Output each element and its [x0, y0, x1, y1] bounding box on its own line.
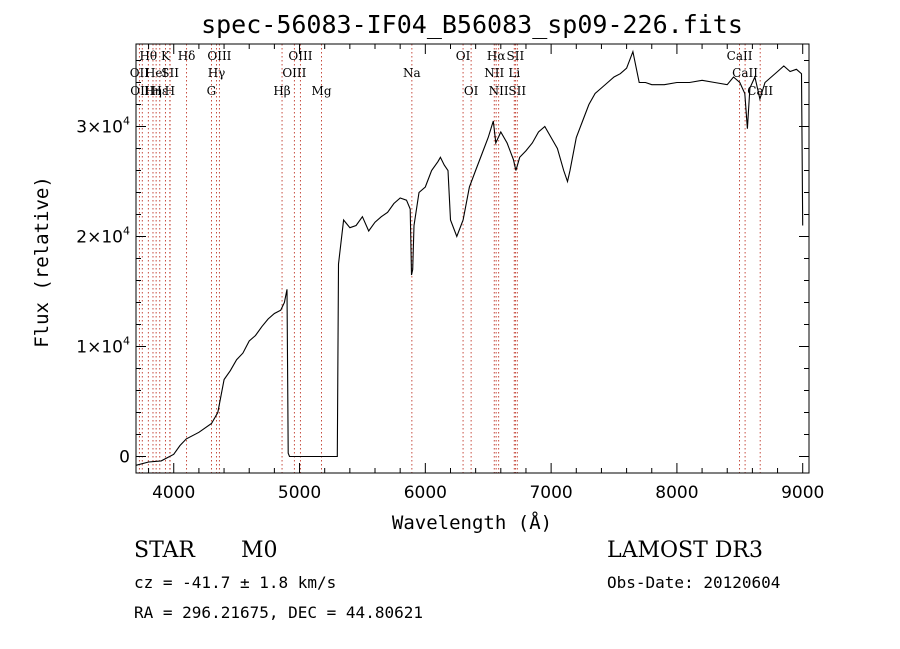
spectral-line-label: HeI: [145, 66, 168, 80]
y-axis-label: Flux (relative): [31, 176, 53, 348]
spectral-line-label: NII: [484, 66, 504, 80]
y-tick-mantissa: 1×10: [76, 338, 123, 358]
spectral-line-label: K: [161, 49, 171, 63]
spectral-line-label: OII: [130, 66, 150, 80]
spectral-line-label: SII: [507, 49, 525, 63]
survey-name: LAMOST DR3: [607, 538, 763, 563]
x-axis-label: Wavelength (Å): [392, 511, 552, 534]
y-tick-exponent: 4: [123, 335, 130, 348]
spectral-line-label: H: [165, 84, 175, 98]
spectral-line-label: Hε: [151, 84, 168, 98]
spectral-line-label: CaII: [747, 84, 773, 98]
coordinates: RA = 296.21675, DEC = 44.80621: [134, 603, 423, 622]
spectral-line-labels: OIIOIIIHθHηHeIHεKHSIIHδGHγOIIIHβOIIIOIII…: [130, 49, 774, 98]
redshift-velocity: cz = -41.7 ± 1.8 km/s: [134, 573, 337, 592]
spectral-line-label: CaII: [732, 66, 758, 80]
spectral-line-label: OIII: [288, 49, 312, 63]
spectral-line-label: SII: [161, 66, 179, 80]
object-subclass: M0: [241, 538, 278, 563]
y-tick-label: 0: [119, 448, 130, 468]
y-tick-label: 2×104: [76, 225, 130, 248]
spectral-line-label: NII: [489, 84, 509, 98]
spectral-line-label: Hγ: [208, 66, 226, 80]
spectral-line-label: Hα: [487, 49, 506, 63]
y-tick-label: 1×104: [76, 335, 130, 358]
y-tick-mantissa: 0: [119, 448, 130, 468]
x-tick-label: 7000: [529, 483, 572, 503]
spectral-line-label: Hδ: [178, 49, 196, 63]
spectral-line-label: G: [207, 84, 217, 98]
y-tick-mantissa: 2×10: [76, 228, 123, 248]
spectral-line-label: Hβ: [273, 84, 290, 98]
x-tick-label: 6000: [404, 483, 447, 503]
x-tick-label: 9000: [781, 483, 824, 503]
spectral-line-label: Hη: [144, 84, 162, 98]
x-tick-label: 5000: [278, 483, 321, 503]
flux-series-line: [135, 49, 804, 466]
spectral-line-label: Mg: [312, 84, 332, 98]
x-axis-ticks: 4000 5000 6000 7000 8000 9000: [148, 44, 824, 503]
plot-frame: [135, 43, 810, 474]
spectral-line-label: OI: [464, 84, 479, 98]
spectral-line-label: Na: [403, 66, 421, 80]
spectral-line-markers: [138, 44, 761, 473]
spectral-line-label: OIII: [207, 49, 231, 63]
spectral-line-label: CaII: [727, 49, 753, 63]
spectral-line-label: OI: [456, 49, 471, 63]
observation-date: Obs-Date: 20120604: [607, 573, 781, 592]
spectral-line-label: OIII: [282, 66, 306, 80]
y-tick-exponent: 4: [123, 115, 130, 128]
object-class: STAR: [134, 538, 195, 563]
spectral-line-label: Hθ: [139, 49, 157, 63]
spectral-line-label: SII: [508, 84, 526, 98]
y-tick-label: 3×104: [76, 115, 130, 138]
y-tick-mantissa: 3×10: [76, 118, 123, 138]
y-tick-exponent: 4: [123, 225, 130, 238]
chart-title: spec-56083-IF04_B56083_sp09-226.fits: [201, 10, 743, 39]
x-tick-label: 8000: [655, 483, 698, 503]
x-tick-label: 4000: [152, 483, 195, 503]
spectral-line-label: Li: [508, 66, 520, 80]
